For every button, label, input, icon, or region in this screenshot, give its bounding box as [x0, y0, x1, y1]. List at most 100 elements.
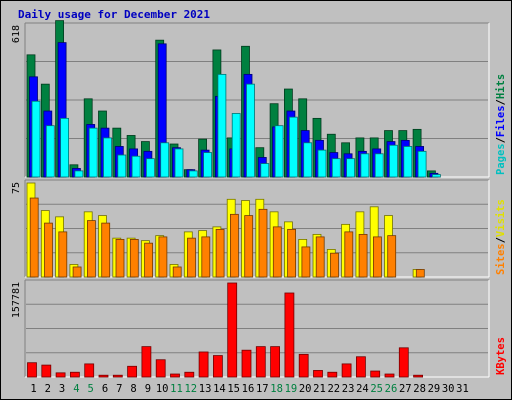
- bar-pages-day-14: [217, 73, 227, 178]
- x-tick-label-day-16: 16: [242, 383, 255, 395]
- bar-kbytes-day-7: [112, 374, 123, 378]
- legend-item: Pages: [495, 143, 507, 175]
- bar-pages-day-29: [431, 174, 441, 178]
- bar-kbytes-day-16: [241, 349, 252, 378]
- bar-kbytes-day-23: [341, 363, 352, 378]
- bar-sites-day-2: [44, 222, 53, 278]
- bar-kbytes-day-20: [298, 353, 309, 378]
- bar-pages-day-2: [45, 125, 55, 178]
- bar-sites-day-25: [372, 236, 382, 278]
- bar-sites-day-3: [58, 231, 68, 278]
- bar-sites-day-19: [287, 228, 297, 278]
- x-tick-label-day-8: 8: [130, 383, 136, 395]
- legend-item: Files: [495, 105, 507, 137]
- bar-kbytes-day-1: [27, 362, 37, 378]
- legend-kbytes: KBytes: [495, 337, 507, 375]
- legend-item: KBytes: [495, 337, 507, 375]
- x-tick-label-day-22: 22: [327, 383, 340, 395]
- bar-kbytes-day-2: [41, 364, 52, 378]
- bar-sites-day-28: [415, 269, 425, 278]
- bar-kbytes-day-22: [327, 371, 338, 378]
- bar-pages-day-25: [374, 153, 384, 178]
- bar-pages-day-5: [88, 127, 98, 178]
- legend-hits_files_pages: Pages/Files/Hits: [495, 74, 507, 175]
- bar-pages-day-7: [117, 154, 127, 178]
- x-tick-label-day-30: 30: [442, 383, 455, 395]
- x-tick-label-day-7: 7: [116, 383, 122, 395]
- bar-kbytes-day-5: [84, 363, 95, 378]
- bar-pages-day-16: [246, 83, 255, 178]
- bar-sites-day-20: [301, 246, 311, 278]
- x-tick-label-day-1: 1: [30, 383, 36, 395]
- bar-pages-day-22: [331, 158, 341, 178]
- legend-item: Hits: [495, 74, 507, 99]
- bar-sites-day-17: [258, 208, 268, 278]
- legend-visits_sites: Sites/Visits: [495, 199, 507, 275]
- bar-pages-day-15: [231, 113, 241, 178]
- bar-pages-day-19: [288, 116, 298, 178]
- bar-kbytes-day-17: [255, 346, 266, 378]
- legend-item: /: [495, 137, 507, 143]
- bar-kbytes-day-8: [127, 365, 137, 378]
- x-tick-label-day-31: 31: [456, 383, 469, 395]
- x-tick-label-day-25: 25: [370, 383, 383, 395]
- bar-sites-day-24: [358, 233, 368, 278]
- bar-kbytes-day-18: [270, 346, 281, 378]
- bar-pages-day-12: [188, 170, 198, 178]
- bar-pages-day-24: [360, 153, 370, 178]
- bar-sites-day-5: [87, 220, 96, 278]
- x-tick-label-day-15: 15: [227, 383, 240, 395]
- x-tick-label-day-14: 14: [213, 383, 226, 395]
- bar-sites-day-12: [187, 237, 196, 278]
- bar-kbytes-day-27: [398, 347, 409, 378]
- x-tick-label-day-20: 20: [299, 383, 312, 395]
- bar-sites-day-7: [115, 238, 125, 278]
- bar-pages-day-18: [274, 125, 284, 178]
- x-tick-label-day-27: 27: [399, 383, 412, 395]
- legend-item: /: [495, 237, 507, 243]
- y-max-label: 75: [11, 182, 22, 194]
- x-tick-label-day-11: 11: [170, 383, 183, 395]
- legend-item: Sites: [495, 243, 507, 275]
- bar-sites-day-26: [387, 235, 397, 278]
- bar-pages-day-11: [174, 148, 184, 178]
- bar-pages-day-20: [303, 142, 313, 178]
- bar-sites-day-21: [315, 236, 325, 278]
- bar-sites-day-23: [344, 231, 354, 278]
- bar-kbytes-day-24: [355, 356, 366, 378]
- x-tick-label-day-17: 17: [256, 383, 269, 395]
- bar-pages-day-9: [145, 158, 155, 178]
- bar-sites-day-22: [330, 252, 339, 278]
- bar-kbytes-day-28: [413, 374, 424, 378]
- bar-pages-day-8: [131, 155, 141, 178]
- x-tick-label-day-19: 19: [285, 383, 298, 395]
- y-max-label: 618: [11, 25, 22, 43]
- bar-pages-day-17: [260, 163, 270, 178]
- x-tick-label-day-9: 9: [145, 383, 151, 395]
- bar-pages-day-23: [346, 158, 356, 178]
- bar-pages-day-6: [103, 137, 112, 178]
- bar-sites-day-8: [129, 238, 139, 278]
- bar-pages-day-4: [74, 170, 84, 178]
- bar-sites-day-4: [72, 266, 82, 278]
- bar-kbytes-day-3: [55, 372, 66, 378]
- bar-pages-day-26: [389, 144, 398, 178]
- bar-pages-day-10: [160, 142, 170, 178]
- bar-sites-day-11: [172, 266, 182, 278]
- x-tick-label-day-13: 13: [199, 383, 212, 395]
- bar-kbytes-day-13: [198, 351, 209, 378]
- x-tick-label-day-29: 29: [428, 383, 441, 395]
- bar-kbytes-day-11: [170, 373, 180, 378]
- x-tick-label-day-6: 6: [102, 383, 108, 395]
- bar-pages-day-28: [417, 150, 427, 178]
- bar-kbytes-day-12: [184, 371, 195, 378]
- bar-sites-day-9: [144, 242, 154, 278]
- x-tick-label-day-3: 3: [59, 383, 65, 395]
- bar-kbytes-day-14: [212, 355, 223, 378]
- bar-kbytes-day-10: [155, 359, 166, 378]
- bar-pages-day-3: [60, 117, 69, 178]
- bar-pages-day-27: [403, 146, 413, 178]
- bar-kbytes-day-26: [384, 373, 395, 378]
- bar-sites-day-10: [158, 236, 168, 278]
